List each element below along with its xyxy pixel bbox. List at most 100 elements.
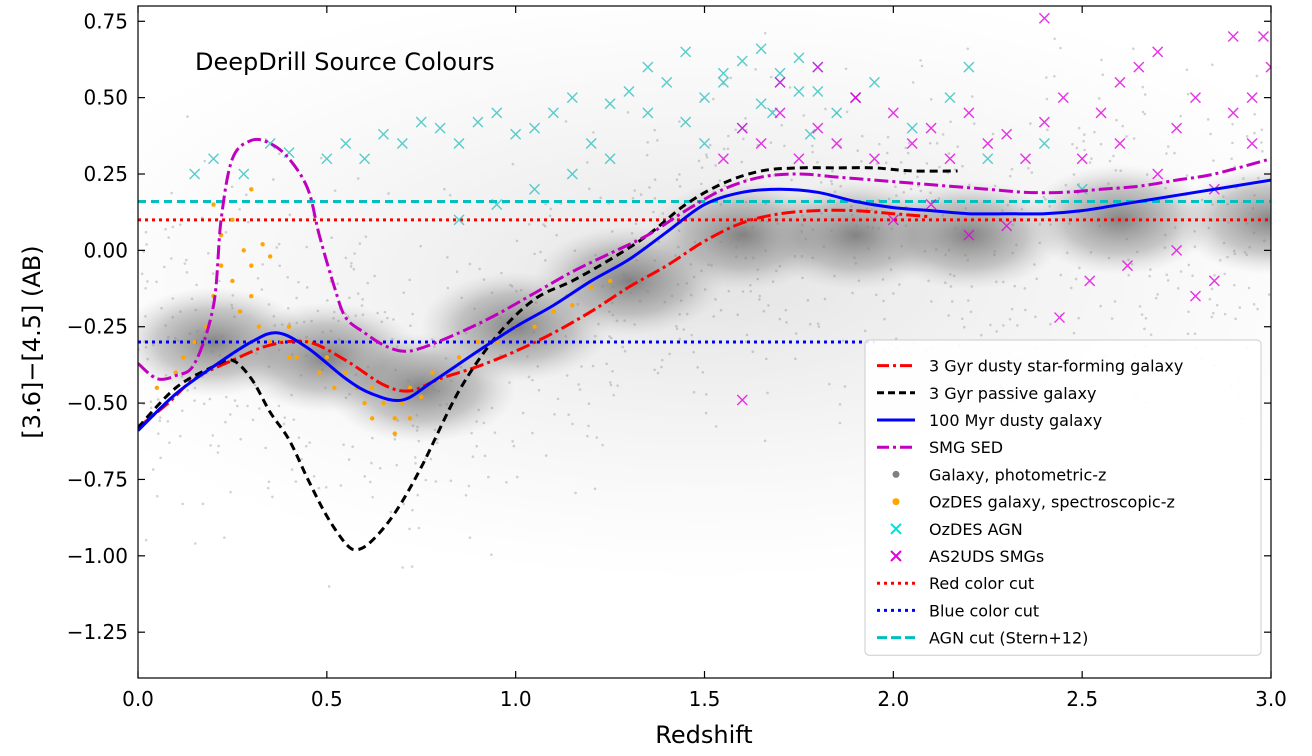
photometric-galaxy-point xyxy=(888,198,891,201)
photometric-galaxy-point xyxy=(993,250,996,253)
photometric-galaxy-point xyxy=(354,314,357,317)
photometric-galaxy-point xyxy=(794,255,797,258)
photometric-galaxy-point xyxy=(689,263,692,266)
photometric-galaxy-point xyxy=(623,319,626,322)
photometric-galaxy-point xyxy=(174,337,177,340)
photometric-galaxy-point xyxy=(1194,245,1197,248)
photometric-galaxy-point xyxy=(291,353,294,356)
point-marker xyxy=(238,309,242,313)
point-marker xyxy=(457,355,461,359)
photometric-galaxy-point xyxy=(963,326,966,329)
photometric-galaxy-point xyxy=(735,246,738,249)
photometric-galaxy-point xyxy=(297,281,300,284)
photometric-galaxy-point xyxy=(574,492,577,495)
photometric-galaxy-point xyxy=(995,281,998,284)
photometric-galaxy-point xyxy=(820,212,823,215)
photometric-galaxy-point xyxy=(163,266,166,269)
photometric-galaxy-point xyxy=(936,142,939,145)
photometric-galaxy-point xyxy=(268,365,271,368)
photometric-galaxy-point xyxy=(801,255,804,258)
photometric-galaxy-point xyxy=(678,229,681,232)
photometric-galaxy-point xyxy=(365,235,368,238)
photometric-galaxy-point xyxy=(766,392,769,395)
photometric-galaxy-point xyxy=(145,539,148,542)
point-marker xyxy=(294,355,298,359)
photometric-galaxy-point xyxy=(555,234,558,237)
photometric-galaxy-point xyxy=(588,402,591,405)
photometric-galaxy-point xyxy=(1191,274,1194,277)
photometric-galaxy-point xyxy=(890,268,893,271)
photometric-galaxy-point xyxy=(321,368,324,371)
photometric-galaxy-point xyxy=(1049,223,1052,226)
photometric-galaxy-point xyxy=(1242,177,1245,180)
photometric-galaxy-point xyxy=(871,208,874,211)
photometric-galaxy-point xyxy=(195,284,198,287)
photometric-galaxy-point xyxy=(353,252,356,255)
legend-swatch xyxy=(893,498,900,505)
photometric-galaxy-point xyxy=(194,387,197,390)
photometric-galaxy-point xyxy=(460,296,463,299)
photometric-galaxy-point xyxy=(1093,131,1096,134)
photometric-galaxy-point xyxy=(1127,258,1130,261)
photometric-galaxy-point xyxy=(1078,267,1081,270)
photometric-galaxy-point xyxy=(160,307,163,310)
photometric-galaxy-point xyxy=(1260,141,1263,144)
photometric-galaxy-point xyxy=(1115,119,1118,122)
photometric-galaxy-point xyxy=(267,487,270,490)
photometric-galaxy-point xyxy=(171,297,174,300)
photometric-galaxy-point xyxy=(855,262,858,265)
photometric-galaxy-point xyxy=(1233,284,1236,287)
photometric-galaxy-point xyxy=(790,179,793,182)
photometric-galaxy-point xyxy=(968,184,971,187)
photometric-galaxy-point xyxy=(278,349,281,352)
photometric-galaxy-point xyxy=(348,393,351,396)
photometric-galaxy-point xyxy=(632,197,635,200)
photometric-galaxy-point xyxy=(802,114,805,117)
photometric-galaxy-point xyxy=(730,77,733,80)
photometric-galaxy-point xyxy=(592,365,595,368)
photometric-galaxy-point xyxy=(654,259,657,262)
photometric-galaxy-point xyxy=(425,479,428,482)
photometric-galaxy-point xyxy=(801,224,804,227)
point-marker xyxy=(381,401,385,405)
photometric-galaxy-point xyxy=(231,185,234,188)
photometric-galaxy-point xyxy=(1248,287,1251,290)
photometric-galaxy-point xyxy=(1268,293,1271,296)
photometric-galaxy-point xyxy=(926,162,929,165)
point-marker xyxy=(287,355,291,359)
photometric-galaxy-point xyxy=(652,211,655,214)
photometric-galaxy-point xyxy=(740,161,743,164)
photometric-galaxy-point xyxy=(938,166,941,169)
photometric-galaxy-point xyxy=(1078,127,1081,130)
photometric-galaxy-point xyxy=(1245,253,1248,256)
photometric-galaxy-point xyxy=(1209,133,1212,136)
photometric-galaxy-point xyxy=(159,416,162,419)
photometric-galaxy-point xyxy=(811,256,814,259)
photometric-galaxy-point xyxy=(795,332,798,335)
photometric-galaxy-point xyxy=(612,314,615,317)
photometric-galaxy-point xyxy=(179,435,182,438)
photometric-galaxy-point xyxy=(767,304,770,307)
photometric-galaxy-point xyxy=(469,263,472,266)
photometric-galaxy-point xyxy=(245,193,248,196)
photometric-galaxy-point xyxy=(150,400,153,403)
photometric-galaxy-point xyxy=(702,371,705,374)
photometric-galaxy-point xyxy=(439,404,442,407)
photometric-galaxy-point xyxy=(306,286,309,289)
photometric-galaxy-point xyxy=(376,312,379,315)
photometric-galaxy-point xyxy=(752,257,755,260)
photometric-galaxy-point xyxy=(742,138,745,141)
photometric-galaxy-point xyxy=(812,228,815,231)
photometric-galaxy-point xyxy=(579,388,582,391)
photometric-galaxy-point xyxy=(586,161,589,164)
photometric-galaxy-point xyxy=(948,152,951,155)
photometric-galaxy-point xyxy=(193,399,196,402)
photometric-galaxy-point xyxy=(853,257,856,260)
photometric-galaxy-point xyxy=(505,481,508,484)
y-tick-label: −0.25 xyxy=(67,315,128,339)
photometric-galaxy-point xyxy=(233,315,236,318)
photometric-galaxy-point xyxy=(785,321,788,324)
photometric-galaxy-point xyxy=(1216,304,1219,307)
photometric-galaxy-point xyxy=(1257,177,1260,180)
photometric-galaxy-point xyxy=(499,316,502,319)
